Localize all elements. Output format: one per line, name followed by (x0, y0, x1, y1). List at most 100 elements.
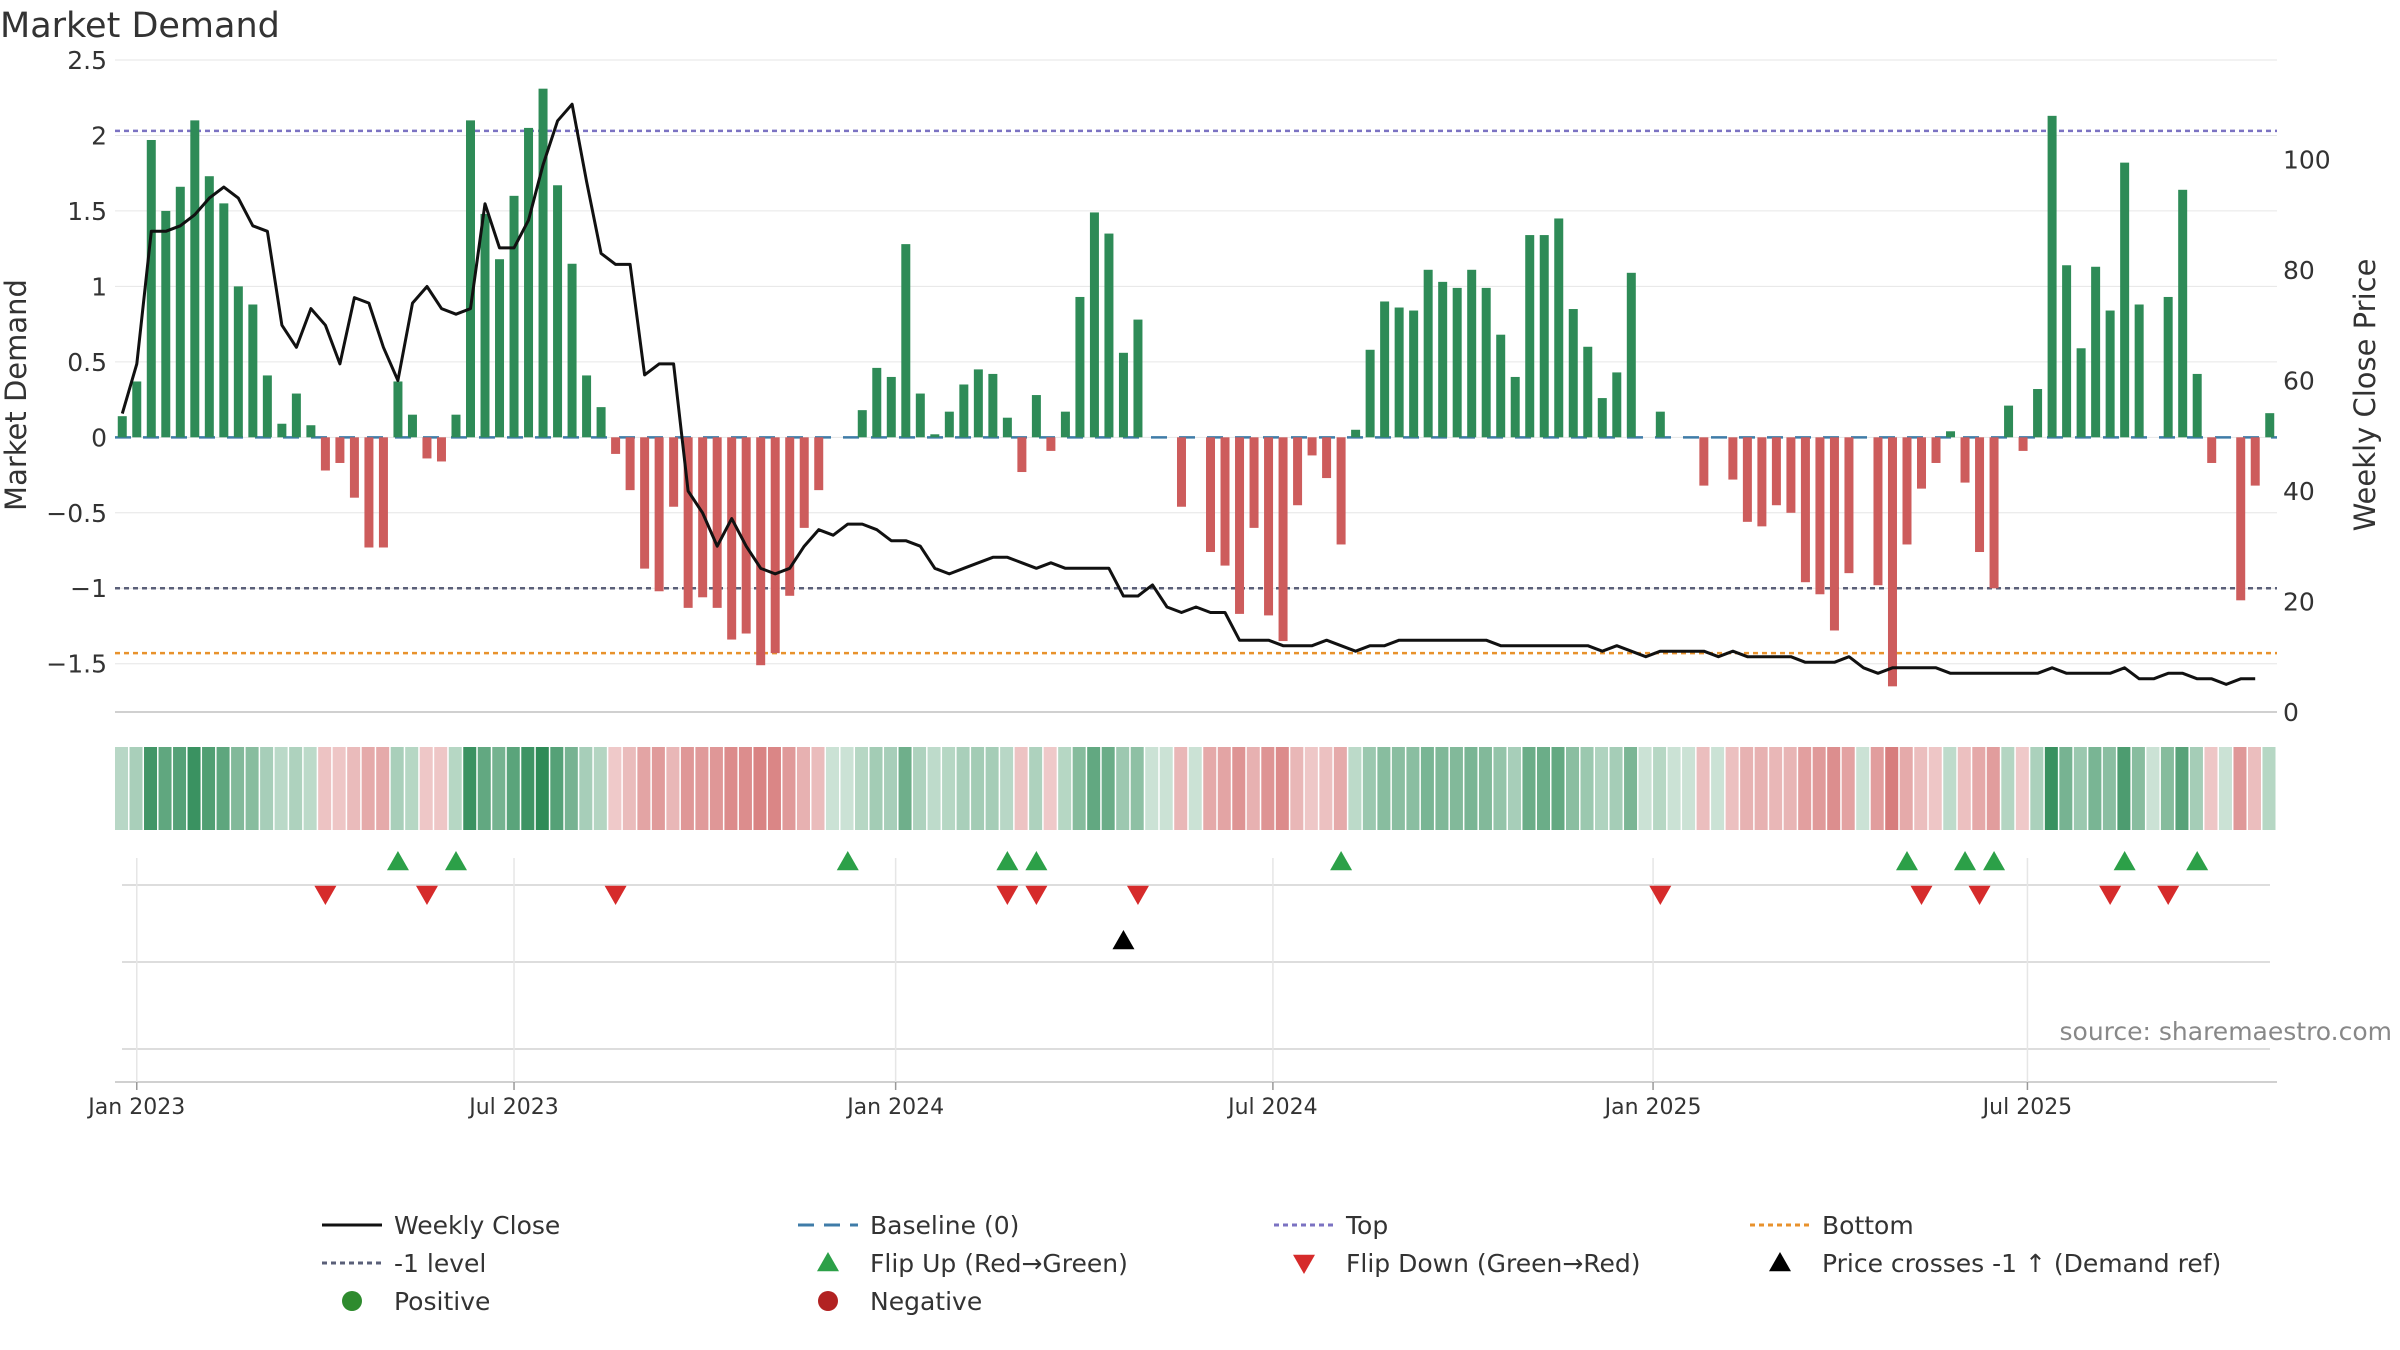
demand-bar (1989, 437, 1999, 589)
demand-bar (204, 176, 214, 438)
demand-bar (1626, 272, 1636, 438)
demand-bar (1060, 411, 1070, 438)
demand-bar (625, 437, 635, 491)
demand-bar (1307, 437, 1317, 456)
heat-cell (956, 747, 970, 830)
legend-top: Top (1274, 1211, 1388, 1240)
heat-cell (2131, 747, 2145, 830)
flip-down-marker (415, 885, 438, 905)
heat-cell (1058, 747, 1072, 830)
demand-bar (698, 437, 708, 598)
legend-swatch (342, 1291, 362, 1311)
demand-bar (190, 120, 200, 438)
demand-bar (712, 437, 722, 608)
y-axis-label: Market Demand (0, 279, 33, 511)
flip-up-marker (386, 851, 409, 871)
demand-bar (2062, 265, 2072, 438)
demand-bar (857, 410, 867, 438)
heat-cell (1928, 747, 1942, 830)
demand-bar (2163, 296, 2173, 438)
heat-cell (1899, 747, 1913, 830)
heat-cell (1464, 747, 1478, 830)
heat-cell (1943, 747, 1957, 830)
heat-cell (1609, 747, 1623, 830)
heat-cell (2073, 747, 2087, 830)
demand-bar (1336, 437, 1346, 545)
heat-cell (1653, 747, 1667, 830)
heat-cell (1478, 747, 1492, 830)
demand-bar (2105, 310, 2115, 438)
heat-cell (173, 747, 187, 830)
demand-bar (1046, 437, 1056, 451)
heat-cell (1072, 747, 1086, 830)
heat-cell (1290, 747, 1304, 830)
flip-down-marker (1910, 885, 1933, 905)
demand-bar (596, 407, 606, 438)
heat-cell (1624, 747, 1638, 830)
legend-label: Flip Down (Green→Red) (1346, 1249, 1641, 1278)
demand-bar (480, 213, 490, 438)
demand-bar (161, 210, 171, 438)
demand-bar (2250, 437, 2260, 486)
legend-swatch (817, 1252, 839, 1272)
heat-cell (1696, 747, 1710, 830)
flip-up-marker (996, 851, 1019, 871)
flip-down-marker (996, 885, 1019, 905)
heat-cell (202, 747, 216, 830)
legend-negative: Negative (818, 1287, 982, 1316)
heat-cell (666, 747, 680, 830)
heat-cell (1566, 747, 1580, 830)
legend-baseline: Baseline (0) (798, 1211, 1019, 1240)
demand-bar (2236, 437, 2246, 601)
x-tick-label: Jan 2023 (86, 1095, 185, 1120)
heat-cell (318, 747, 332, 830)
heat-cell (1595, 747, 1609, 830)
demand-bar (1583, 346, 1593, 438)
heat-cell (477, 747, 491, 830)
heat-cell (187, 747, 201, 830)
heat-cell (1972, 747, 1986, 830)
demand-bar (1075, 296, 1085, 438)
heat-cell (782, 747, 796, 830)
heat-cell (144, 747, 158, 830)
heat-cell (2015, 747, 2029, 830)
heat-cell (724, 747, 738, 830)
heat-cell (1841, 747, 1855, 830)
heat-cell (1638, 747, 1652, 830)
demand-bar (886, 376, 896, 438)
demand-bar (2192, 373, 2202, 438)
demand-bar (1481, 287, 1491, 438)
demand-bar (959, 384, 969, 438)
heat-cell (767, 747, 781, 830)
heat-cell (245, 747, 259, 830)
heat-cell (1246, 747, 1260, 830)
flip-down-marker (2157, 885, 2180, 905)
demand-bar (785, 437, 795, 596)
y2-tick-label: 100 (2283, 145, 2331, 174)
flip-up-marker (444, 851, 467, 871)
demand-bar (1510, 376, 1520, 438)
demand-bar (1089, 212, 1099, 438)
demand-bars (117, 88, 2275, 687)
legend-swatch (1293, 1254, 1315, 1274)
heat-cell (1551, 747, 1565, 830)
demand-bar (611, 437, 621, 454)
demand-bar (436, 437, 446, 462)
heat-cell (129, 747, 143, 830)
y2-tick-label: 0 (2283, 698, 2299, 727)
flip-down-marker (1649, 885, 1672, 905)
legend-bottom: Bottom (1750, 1211, 1914, 1240)
y-tick-label: 2.5 (67, 46, 107, 75)
flip-up-marker (1983, 851, 2006, 871)
demand-bar (1539, 235, 1549, 438)
x-tick-label: Jan 2024 (845, 1095, 944, 1120)
demand-bar (1249, 437, 1259, 528)
demand-bar (509, 195, 519, 438)
demand-bar (770, 437, 780, 654)
heat-cell (1203, 747, 1217, 830)
demand-bar (872, 367, 882, 438)
demand-bar (1351, 429, 1361, 438)
heat-cell (927, 747, 941, 830)
demand-bar (1800, 437, 1810, 583)
gridlines (115, 59, 2277, 665)
